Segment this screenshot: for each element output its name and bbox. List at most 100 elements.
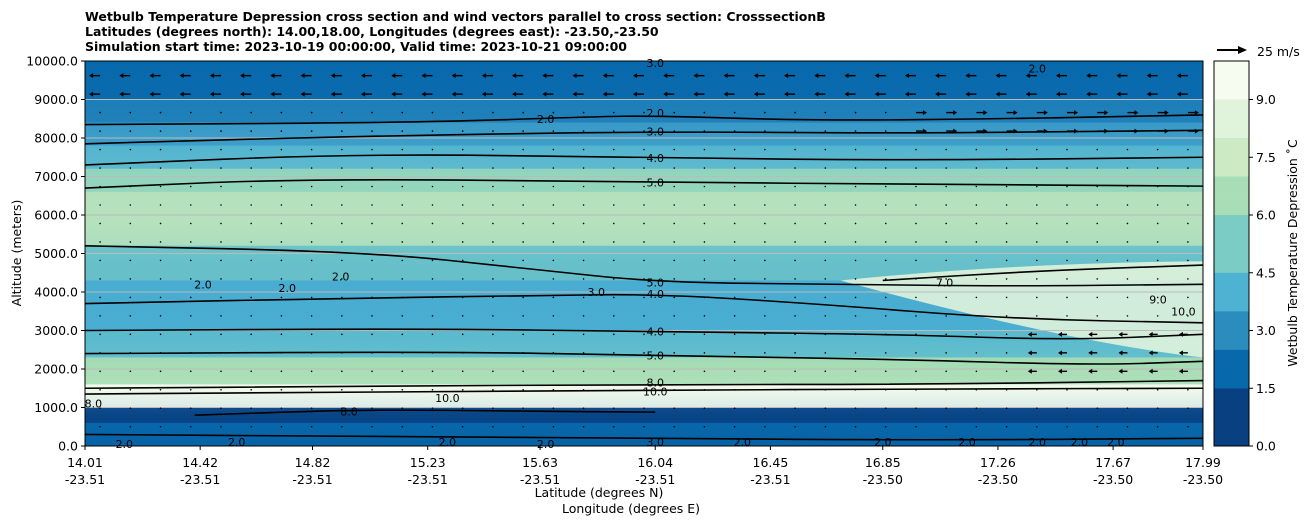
x-tick-label-lon: -23.50 <box>1093 472 1133 487</box>
x-tick-label-lon: -23.51 <box>520 472 560 487</box>
wind-vector-head <box>693 91 698 97</box>
wind-vector <box>431 204 434 206</box>
wind-vector <box>99 315 101 317</box>
wind-vector <box>341 222 343 225</box>
wind-vector <box>341 167 343 169</box>
wind-vector <box>854 130 857 132</box>
wind-vector <box>673 111 676 114</box>
wind-vector-head <box>481 91 486 97</box>
wind-vector <box>1126 407 1129 410</box>
colorbar-band <box>1214 138 1249 158</box>
wind-vector <box>703 130 706 132</box>
wind-vector <box>522 315 524 317</box>
colorbar-tick-label: 9.0 <box>1256 92 1276 107</box>
wind-vector <box>461 425 464 428</box>
wind-vector <box>310 259 313 262</box>
wind-vector <box>884 315 887 317</box>
wind-vector <box>1036 222 1038 225</box>
wind-vector <box>1066 148 1068 151</box>
fill-band-5 <box>85 191 1203 246</box>
wind-vector-head <box>451 91 456 97</box>
wind-vector <box>371 185 373 188</box>
wind-vector <box>612 148 615 151</box>
wind-vector <box>159 370 162 373</box>
wind-vector <box>854 185 857 188</box>
wind-vector <box>582 185 585 188</box>
wind-vector <box>824 111 827 114</box>
wind-vector-head <box>421 91 426 97</box>
wind-vector-head <box>1134 128 1139 134</box>
wind-vector <box>371 111 373 114</box>
wind-vector <box>643 222 645 225</box>
wind-vector <box>1156 259 1159 262</box>
wind-vector <box>764 388 766 391</box>
wind-vector <box>280 241 283 243</box>
wind-vector <box>703 407 706 410</box>
y-tick-label: 1000.0 <box>34 400 78 415</box>
wind-vector-head <box>995 91 1000 97</box>
wind-vector <box>824 241 827 243</box>
wind-vector <box>673 333 676 336</box>
wind-vector <box>975 148 978 151</box>
contour-label: 4.0 <box>646 288 664 301</box>
wind-vector <box>250 425 252 428</box>
wind-vector <box>794 148 796 151</box>
wind-vector <box>884 259 887 262</box>
colorbar-band <box>1214 349 1249 369</box>
wind-vector <box>461 352 464 354</box>
wind-vector <box>552 425 555 428</box>
wind-vector <box>1156 388 1159 391</box>
wind-vector <box>1036 241 1038 243</box>
wind-vector <box>522 259 524 262</box>
wind-vector <box>764 407 766 410</box>
wind-vector <box>854 352 857 354</box>
wind-vector <box>189 370 192 373</box>
wind-vector-head <box>633 91 637 97</box>
wind-vector <box>1187 185 1189 188</box>
colorbar-band <box>1214 234 1249 254</box>
wind-vector <box>673 241 676 243</box>
contour-label: 7.0 <box>936 276 954 289</box>
x-tick-label-lat: 14.01 <box>67 455 103 470</box>
wind-vector <box>129 167 132 169</box>
wind-vector <box>975 204 978 206</box>
wind-vector <box>884 407 887 410</box>
fill-band-4 <box>85 168 1203 192</box>
wind-vector-head <box>1194 110 1199 116</box>
wind-vector <box>371 278 373 280</box>
wind-vector <box>220 148 222 151</box>
wind-vector <box>612 222 615 225</box>
x-tick-label-lon: -23.51 <box>292 472 332 487</box>
wind-vector <box>764 278 766 280</box>
wind-vector-head <box>983 128 988 134</box>
wind-vector <box>794 222 796 225</box>
wind-vector <box>129 407 132 410</box>
wind-vector-head <box>953 128 958 134</box>
wind-vector <box>1126 241 1129 243</box>
wind-vector <box>643 278 645 280</box>
wind-vector <box>764 148 766 151</box>
wind-vector <box>220 130 222 132</box>
wind-vector <box>854 278 857 280</box>
contour-label: 8.0 <box>340 405 358 418</box>
wind-vector <box>733 148 736 151</box>
wind-vector <box>371 370 373 373</box>
wind-vector <box>915 296 917 299</box>
wind-vector <box>492 148 494 151</box>
wind-vector <box>1066 167 1068 169</box>
wind-vector <box>280 167 283 169</box>
wind-vector-head <box>572 91 577 97</box>
wind-vector <box>1066 388 1068 391</box>
wind-vector <box>129 388 132 391</box>
wind-vector-head <box>481 73 486 79</box>
contour-label: 8.0 <box>85 398 103 411</box>
wind-vector-head <box>983 110 988 116</box>
y-tick-label: 6000.0 <box>34 208 78 223</box>
wind-vector <box>250 370 252 373</box>
wind-vector <box>612 315 615 317</box>
wind-vector <box>220 241 222 243</box>
wind-vector <box>371 407 373 410</box>
wind-vector <box>552 278 555 280</box>
wind-vector <box>975 315 978 317</box>
wind-vector <box>341 130 343 132</box>
